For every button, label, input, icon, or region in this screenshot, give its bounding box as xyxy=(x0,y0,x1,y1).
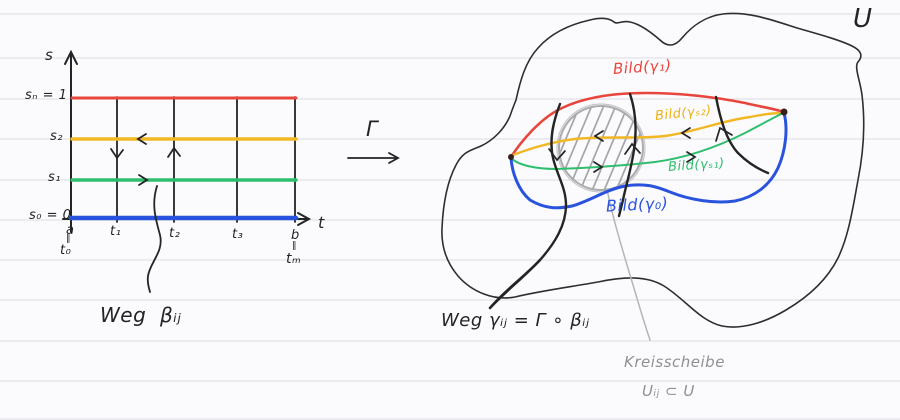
row-label-s1: s₁ xyxy=(48,170,61,185)
arrow-left-on-yellow-curve-1 xyxy=(593,130,604,142)
image-curve-gamma1 xyxy=(509,91,786,159)
region-u-diagram xyxy=(441,12,865,341)
image-curve-gamma-s1 xyxy=(510,112,784,171)
disk-outline xyxy=(558,105,644,191)
arrow-right-on-green-curve-1 xyxy=(593,161,604,173)
right-caption-weg-gamma: Weg γᵢⱼ = Γ ∘ βᵢⱼ xyxy=(441,310,590,331)
row-label-sn: sₙ = 1 xyxy=(25,88,68,103)
gamma-pointer-squiggle xyxy=(488,258,542,310)
disk-outline-outer xyxy=(556,103,646,193)
gamma-map-arrow xyxy=(347,152,400,164)
col-label-t1: t₁ xyxy=(110,224,122,239)
disk-label-kreisscheibe: Kreisscheibe xyxy=(624,353,725,371)
col-label-b: b xyxy=(291,228,300,243)
curve-label-bild-gamma-s1: Bild(γₛ₁) xyxy=(667,156,726,175)
col-label-a-eq: ‖ xyxy=(66,234,71,244)
arrow-right-on-green-curve-2 xyxy=(686,151,697,163)
disk-pointer-line xyxy=(606,188,651,341)
row-label-s2: s₂ xyxy=(50,129,63,144)
t-axis-label: t xyxy=(318,213,325,232)
image-cross-curve-t3 xyxy=(714,95,770,175)
row-label-s0: s₀ = 0 xyxy=(29,208,72,223)
left-caption-weg-beta: Weg βᵢⱼ xyxy=(100,303,182,327)
homotopy-grid xyxy=(62,49,312,293)
endpoint-dot-right xyxy=(780,108,788,116)
map-arrow-head xyxy=(388,152,400,164)
col-label-t3: t₃ xyxy=(232,227,244,242)
image-curve-gamma0 xyxy=(509,111,788,210)
s-axis-label: s xyxy=(45,46,54,64)
gamma-map-symbol: Γ xyxy=(366,117,379,141)
region-u-boundary xyxy=(441,12,865,328)
s-axis-arrowhead xyxy=(64,49,78,65)
arrow-left-on-yellow-curve-2 xyxy=(680,127,691,139)
arrow-left-on-yellow xyxy=(136,133,147,145)
arrow-up-on-t2 xyxy=(167,146,181,158)
col-label-t2: t₂ xyxy=(169,226,181,241)
curve-label-bild-gamma1: Bild(γ₁) xyxy=(612,55,673,79)
curve-label-bild-gamma0: Bild(γ₀) xyxy=(605,193,669,216)
arrow-right-on-green xyxy=(138,174,149,186)
region-u-label: U xyxy=(853,4,873,34)
beta-pointer-squiggle xyxy=(146,185,162,293)
disk-label-uij-subset: Uᵢⱼ ⊂ U xyxy=(642,382,695,400)
image-cross-curve-t2 xyxy=(617,92,637,218)
arrow-down-on-cross-t1 xyxy=(548,148,566,162)
col-label-a: a xyxy=(66,223,75,238)
col-label-t0: t₀ xyxy=(60,243,72,258)
col-label-b-eq: ‖ xyxy=(292,241,297,251)
t-axis-arrowhead xyxy=(297,212,312,226)
arrow-down-on-t1 xyxy=(110,148,124,160)
arrow-up-on-cross-t3 xyxy=(715,126,733,142)
endpoint-dot-left xyxy=(508,154,514,160)
arrow-up-on-cross-t2 xyxy=(624,142,641,155)
col-label-tm: tₘ xyxy=(286,251,302,267)
image-curve-gamma-s2 xyxy=(509,111,783,158)
